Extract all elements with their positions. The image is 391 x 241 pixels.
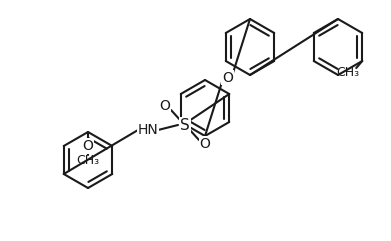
Text: O: O [83, 139, 93, 153]
Text: O: O [222, 71, 233, 85]
Text: CH₃: CH₃ [76, 154, 100, 167]
Text: O: O [160, 99, 170, 113]
Text: HN: HN [138, 123, 158, 137]
Text: CH₃: CH₃ [337, 67, 360, 80]
Text: O: O [199, 137, 210, 151]
Text: S: S [180, 118, 190, 133]
